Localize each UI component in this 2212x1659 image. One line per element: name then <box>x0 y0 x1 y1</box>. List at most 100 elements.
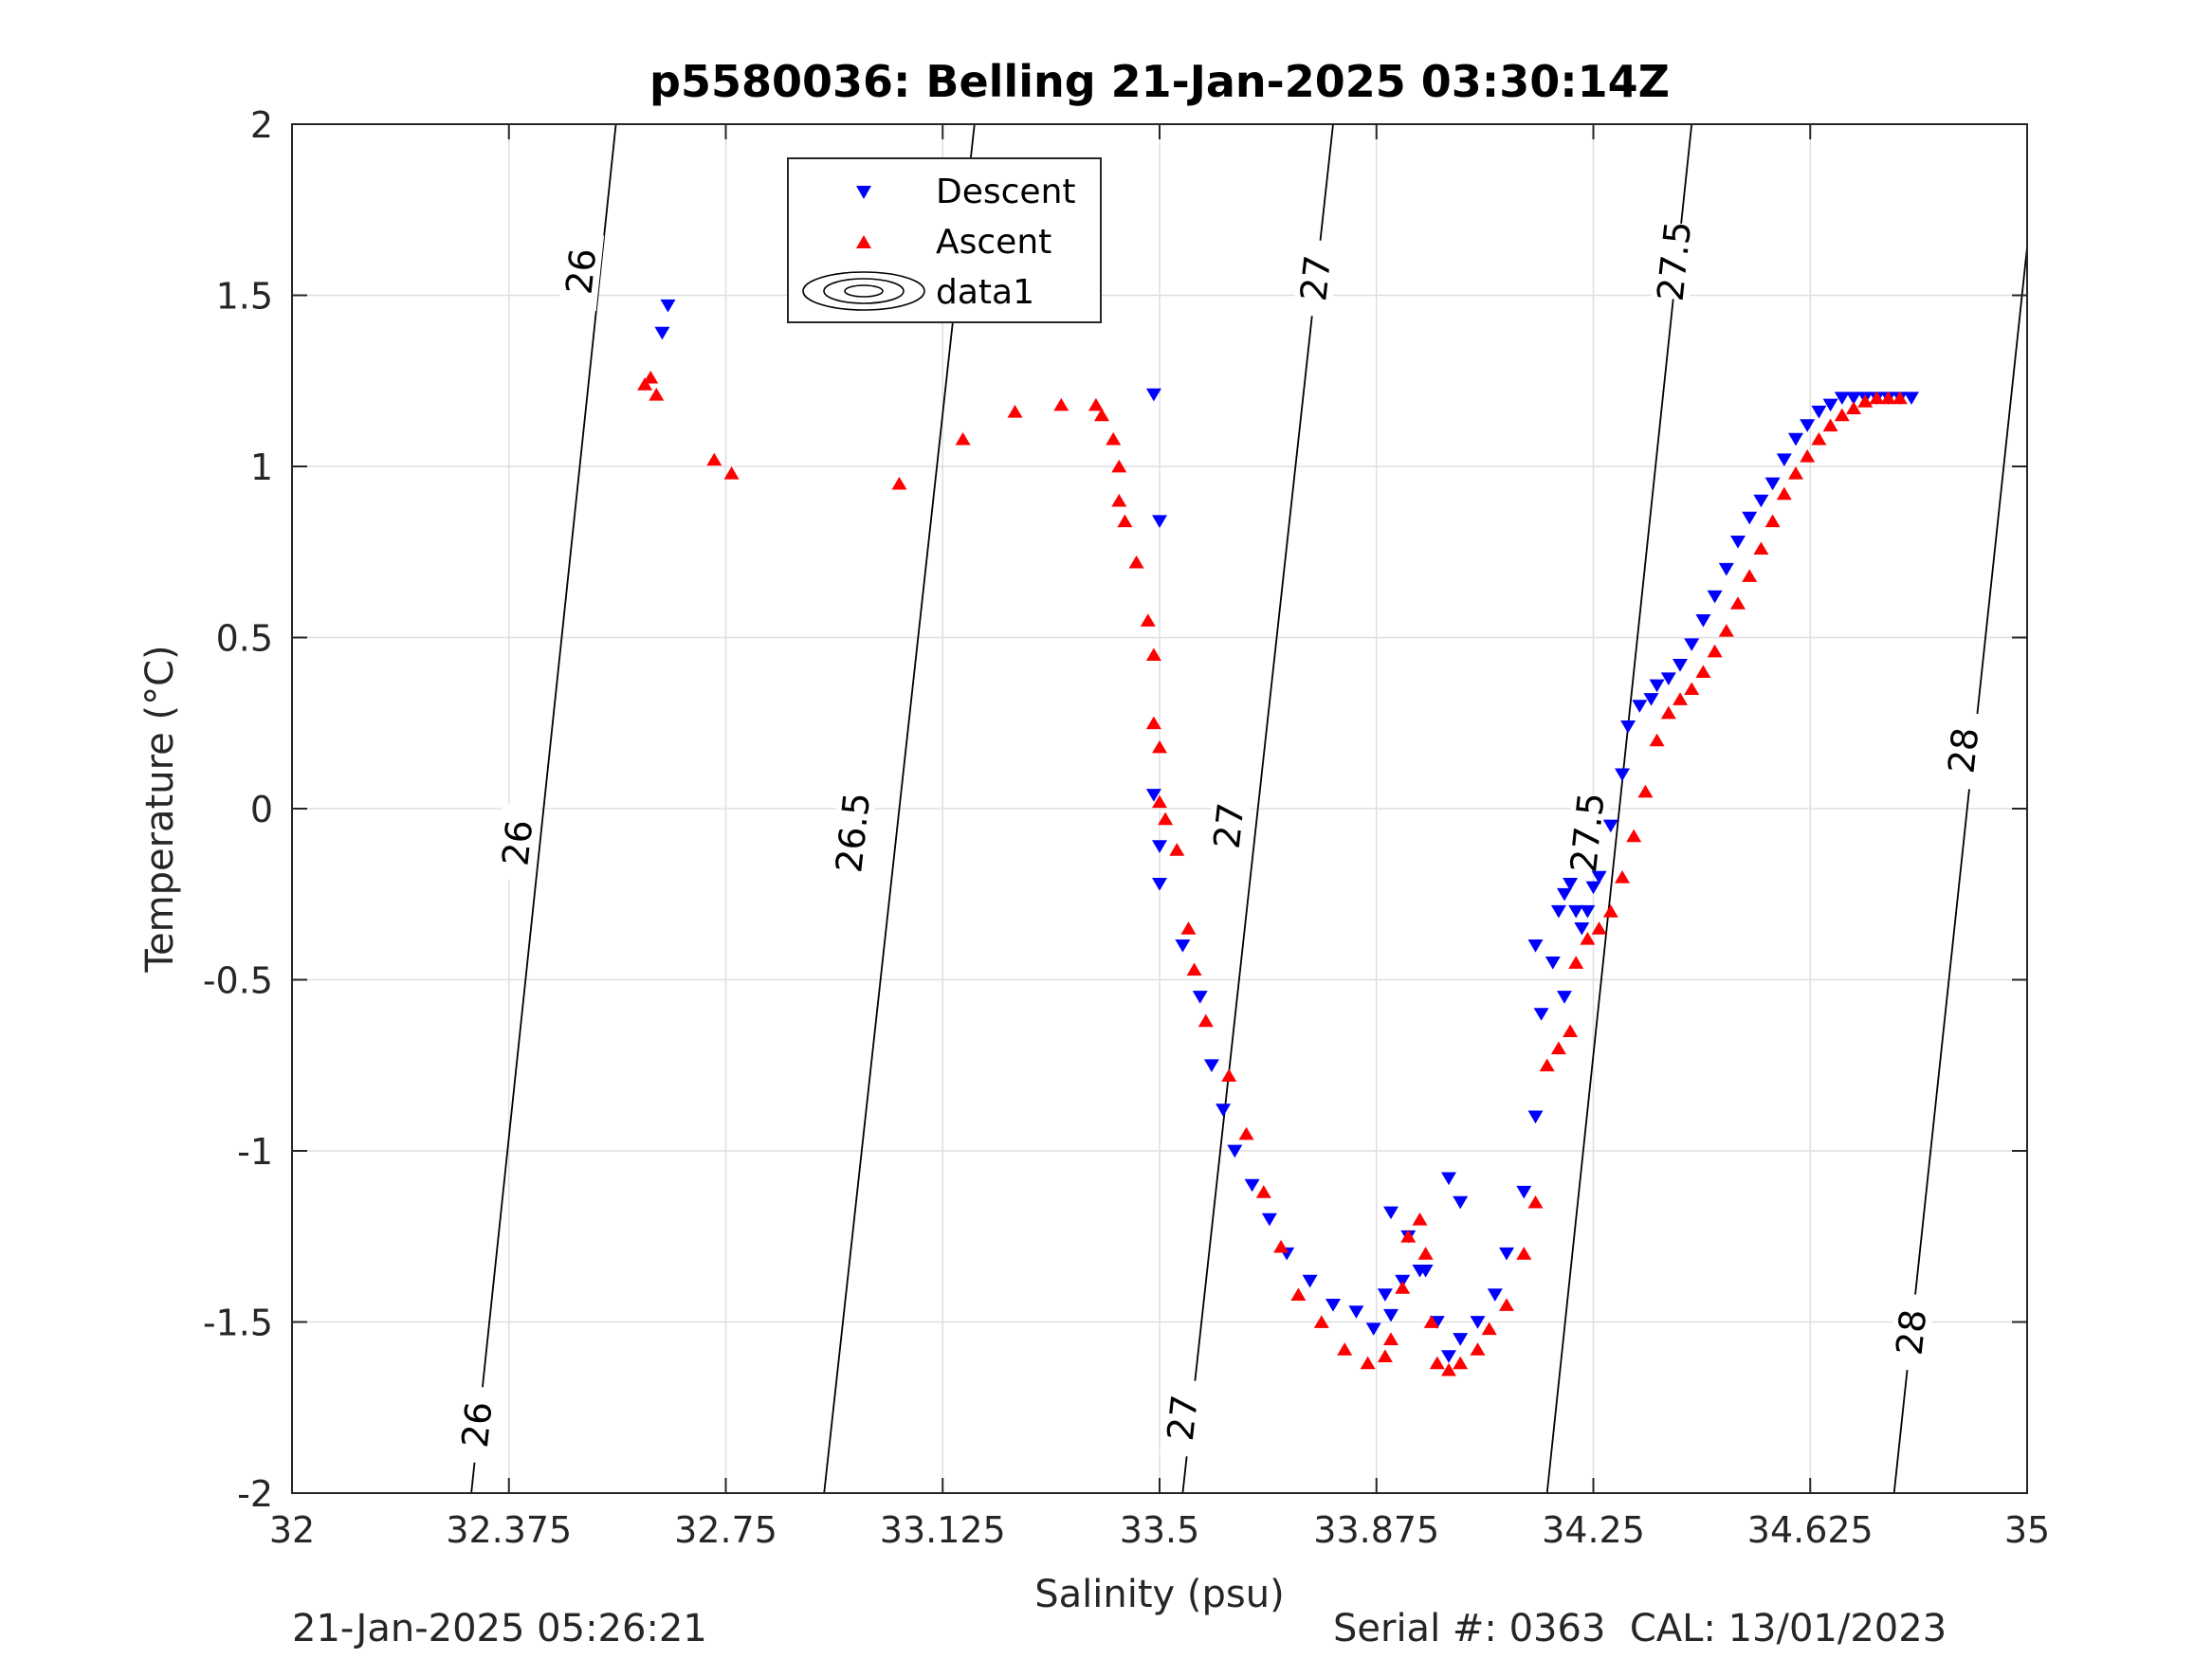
point-descent <box>1557 991 1572 1004</box>
contour-label-28: 28 <box>1940 710 1986 791</box>
point-descent <box>1764 477 1781 491</box>
svg-text:28: 28 <box>1889 1307 1935 1358</box>
point-descent <box>1261 1212 1277 1227</box>
svg-text:27: 27 <box>1292 253 1339 303</box>
point-descent <box>1152 515 1167 528</box>
point-ascent <box>1684 682 1700 696</box>
point-descent <box>1227 1144 1243 1158</box>
svg-text:26.5: 26.5 <box>828 791 878 875</box>
point-ascent <box>1800 448 1816 463</box>
point-ascent <box>1822 418 1838 432</box>
point-ascent <box>1145 647 1161 661</box>
point-descent <box>1453 1333 1469 1346</box>
point-descent <box>1776 453 1792 466</box>
x-tick-label: 33.5 <box>1120 1509 1200 1551</box>
point-descent <box>1470 1316 1486 1329</box>
point-ascent <box>1753 541 1769 556</box>
point-ascent <box>1834 408 1850 422</box>
y-tick-label: 2 <box>250 104 273 146</box>
point-descent <box>1684 638 1700 651</box>
point-ascent <box>1695 665 1711 678</box>
footer-serial-cal: Serial #: 0363 CAL: 13/01/2023 <box>1333 1607 1947 1650</box>
contour-label-27: 27 <box>1206 786 1252 866</box>
legend-marker-ascent <box>856 235 871 248</box>
point-descent <box>1568 904 1584 919</box>
contour-line-27.5 <box>1545 124 1693 1493</box>
point-descent <box>1487 1288 1503 1302</box>
point-ascent <box>637 377 653 391</box>
point-descent <box>1453 1195 1469 1210</box>
point-descent <box>1788 432 1803 447</box>
point-descent <box>1145 789 1161 802</box>
point-descent <box>1753 494 1769 508</box>
legend-label-descent: Descent <box>936 173 1076 211</box>
point-descent <box>1580 904 1596 919</box>
point-descent <box>1695 614 1711 628</box>
point-descent <box>1383 1206 1398 1220</box>
point-descent <box>1192 991 1208 1004</box>
point-descent <box>1533 1008 1549 1021</box>
point-descent <box>1742 511 1758 525</box>
point-ascent <box>1152 739 1167 754</box>
point-ascent <box>1290 1287 1307 1302</box>
point-ascent <box>1649 733 1665 747</box>
chart-title: p5580036: Belling 21-Jan-2025 03:30:14Z <box>649 56 1670 107</box>
contour-label-26.5: 26.5 <box>828 791 878 875</box>
point-descent <box>1846 392 1861 405</box>
x-tick-label: 33.875 <box>1313 1509 1439 1551</box>
point-descent <box>1822 398 1838 412</box>
point-ascent <box>1412 1212 1428 1226</box>
svg-text:27.5: 27.5 <box>1650 219 1700 303</box>
point-ascent <box>706 452 722 466</box>
y-tick-label: -0.5 <box>203 960 273 1002</box>
point-ascent <box>1788 466 1803 480</box>
svg-text:26: 26 <box>558 246 605 297</box>
contour-label-27: 27 <box>1292 238 1339 319</box>
point-ascent <box>1111 493 1127 507</box>
contour-label-26: 26 <box>454 1384 501 1465</box>
point-descent <box>1216 1103 1232 1117</box>
point-ascent <box>1441 1362 1456 1376</box>
point-ascent <box>1152 794 1167 809</box>
point-descent <box>1591 870 1607 884</box>
point-ascent <box>1660 705 1676 720</box>
point-ascent <box>1673 692 1688 705</box>
legend-marker-contour-icon <box>802 271 925 311</box>
point-descent <box>1730 536 1746 549</box>
contour-line-28 <box>1892 246 2027 1493</box>
point-ascent <box>1158 811 1174 826</box>
point-descent <box>1632 700 1648 713</box>
point-descent <box>1834 392 1850 405</box>
point-descent <box>1574 921 1590 936</box>
point-ascent <box>1128 555 1144 569</box>
contour-label-26: 26 <box>494 803 540 883</box>
point-ascent <box>1313 1315 1329 1328</box>
point-ascent <box>1145 716 1161 730</box>
point-descent <box>1904 392 1919 405</box>
point-descent <box>1377 1288 1393 1302</box>
y-tick-label: 0 <box>250 789 273 830</box>
point-descent <box>1152 878 1167 891</box>
x-tick-label: 32 <box>269 1509 315 1551</box>
point-descent <box>1643 693 1659 706</box>
contour-label-27.5: 27.5 <box>1650 219 1700 303</box>
x-axis-ticks: 32 32.375 32.75 33.125 33.5 33.875 34.25 34.625… <box>269 124 2050 1551</box>
point-descent <box>654 326 670 340</box>
contour-line-26 <box>470 124 617 1493</box>
density-contours <box>470 124 2027 1493</box>
point-descent <box>1673 658 1688 672</box>
x-tick-label: 33.125 <box>880 1509 1006 1551</box>
point-descent <box>1620 720 1636 734</box>
contour-label-28: 28 <box>1889 1292 1935 1373</box>
point-descent <box>1302 1274 1318 1288</box>
contour-line-26.5 <box>823 124 976 1493</box>
svg-text:28: 28 <box>1940 725 1986 775</box>
point-ascent <box>1499 1298 1514 1311</box>
point-ascent <box>1730 596 1746 610</box>
svg-text:27.5: 27.5 <box>1563 791 1613 875</box>
point-descent <box>1417 1264 1434 1278</box>
point-descent <box>1175 939 1191 953</box>
point-ascent <box>1742 569 1758 582</box>
point-ascent <box>1383 1332 1398 1345</box>
point-descent <box>1441 1350 1456 1363</box>
